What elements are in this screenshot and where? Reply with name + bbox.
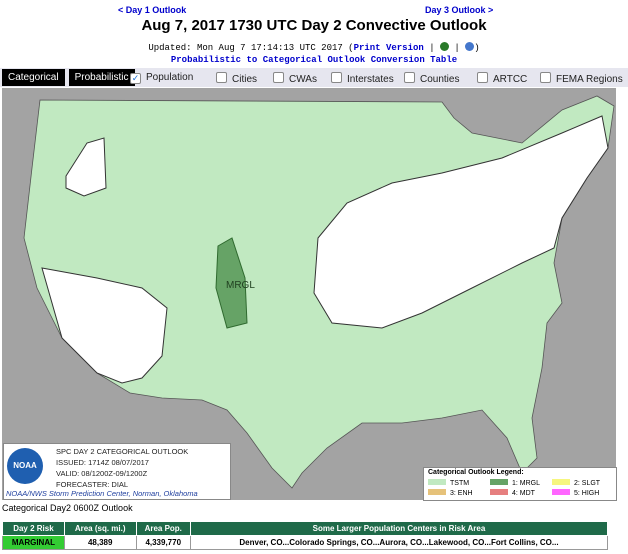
checkbox[interactable] [404,72,415,83]
legend-label: TSTM [450,480,470,487]
map: MRGL [2,88,616,500]
info-text: SPC DAY 2 CATEGORICAL OUTLOOK ISSUED: 17… [56,446,188,490]
legend-item: 5: HIGH [552,489,599,497]
globe-icon[interactable] [465,42,475,51]
legend-label: 1: MRGL [512,480,541,487]
layer-toggle[interactable]: Cities [216,72,257,85]
separator: | [454,43,460,53]
layer-label: Counties [420,74,460,85]
legend-swatch [490,489,508,495]
conversion-link[interactable]: Probabilistic to Categorical Outlook Con… [170,55,458,65]
layer-bar: Categorical Probabilistic ✓ Population Citi… [0,68,628,87]
risk-table: Day 2 Risk Area (sq. mi.) Area Pop. Some… [2,521,609,550]
layer-toggle[interactable]: ARTCC [477,72,527,85]
noaa-logo: NOAA [7,448,43,484]
legend-item: 1: MRGL [490,479,540,487]
next-day-link[interactable]: Day 3 Outlook > [425,5,494,15]
legend-swatch [490,479,508,485]
data-row: MARGINAL 48,389 4,339,770 Denver, CO...C… [2,535,609,550]
layer-label: CWAs [289,74,317,85]
updated-line: Updated: Mon Aug 7 17:14:13 UTC 2017 (Pr… [0,42,628,53]
separator: | [429,43,435,53]
legend-label: 4: MDT [512,490,535,497]
no-thunder-area [65,137,107,197]
legend-item: 2: SLGT [552,479,600,487]
no-thunder-area [313,115,609,329]
updated-text: Updated: Mon Aug 7 17:14:13 UTC 2017 ( [148,43,354,53]
table-caption: Categorical Day2 0600Z Outlook [2,503,133,513]
cell: 4,339,770 [135,535,191,550]
risk-label: MRGL [226,280,255,291]
checkbox[interactable] [540,72,551,83]
header-cell: Day 2 Risk [2,521,65,536]
legend-label: 2: SLGT [574,480,601,487]
page-title: Aug 7, 2017 1730 UTC Day 2 Convective Ou… [141,17,487,34]
legend-title: Categorical Outlook Legend: [428,469,524,476]
close-paren: ) [474,43,480,53]
marginal-area [215,237,248,329]
header-cell: Area Pop. [135,521,191,536]
info-title: SPC DAY 2 CATEGORICAL OUTLOOK [56,447,189,456]
header-row: Day 2 Risk Area (sq. mi.) Area Pop. Some… [2,521,609,536]
legend-swatch [552,479,570,485]
layer-toggle[interactable]: Interstates [331,72,394,85]
legend-label: 5: HIGH [574,490,600,497]
risk-cell: MARGINAL [2,535,65,550]
tab[interactable]: Categorical [2,69,65,86]
layer-label: Cities [232,74,258,85]
checkbox[interactable] [216,72,227,83]
legend-item: 4: MDT [490,489,535,497]
layer-toggle[interactable]: CWAs [273,72,317,85]
legend: Categorical Outlook Legend: TSTM 1: MRGL 2… [423,467,617,501]
checkbox[interactable] [331,72,342,83]
info-valid: VALID: 08/1200Z-09/1200Z [56,469,148,478]
header-cell: Area (sq. mi.) [63,521,137,536]
print-link[interactable]: Print Version [353,43,424,53]
checkbox[interactable] [477,72,488,83]
header-cell: Some Larger Population Centers in Risk A… [189,521,609,536]
legend-label: 3: ENH [450,490,473,497]
layer-label: Population [146,72,194,83]
legend-item: TSTM [428,479,469,487]
legend-item: 3: ENH [428,489,473,497]
info-forecaster: FORECASTER: DIAL [56,480,129,489]
checkbox[interactable] [273,72,284,83]
layer-toggle[interactable]: Counties [404,72,459,85]
legend-swatch [428,479,446,485]
kml-icon[interactable] [440,42,450,51]
legend-swatch [552,489,570,495]
layer-toggle[interactable]: FEMA Regions [540,72,623,85]
cell: Denver, CO...Colorado Springs, CO...Auro… [189,535,609,550]
layer-label: ARTCC [493,74,528,85]
legend-swatch [428,489,446,495]
cell: 48,389 [63,535,137,550]
layer-toggle[interactable]: ✓ Population [130,72,193,84]
prev-day-link[interactable]: < Day 1 Outlook [118,5,187,15]
layer-label: Interstates [347,74,394,85]
checkbox[interactable]: ✓ [130,73,141,84]
info-issued: ISSUED: 1714Z 08/07/2017 [56,458,149,467]
info-box: NOAA SPC DAY 2 CATEGORICAL OUTLOOK ISSUE… [3,443,231,500]
no-thunder-area [41,267,168,384]
layer-label: FEMA Regions [556,74,623,85]
info-credit: NOAA/NWS Storm Prediction Center, Norman… [6,489,198,498]
tab[interactable]: Probabilistic [68,69,135,86]
